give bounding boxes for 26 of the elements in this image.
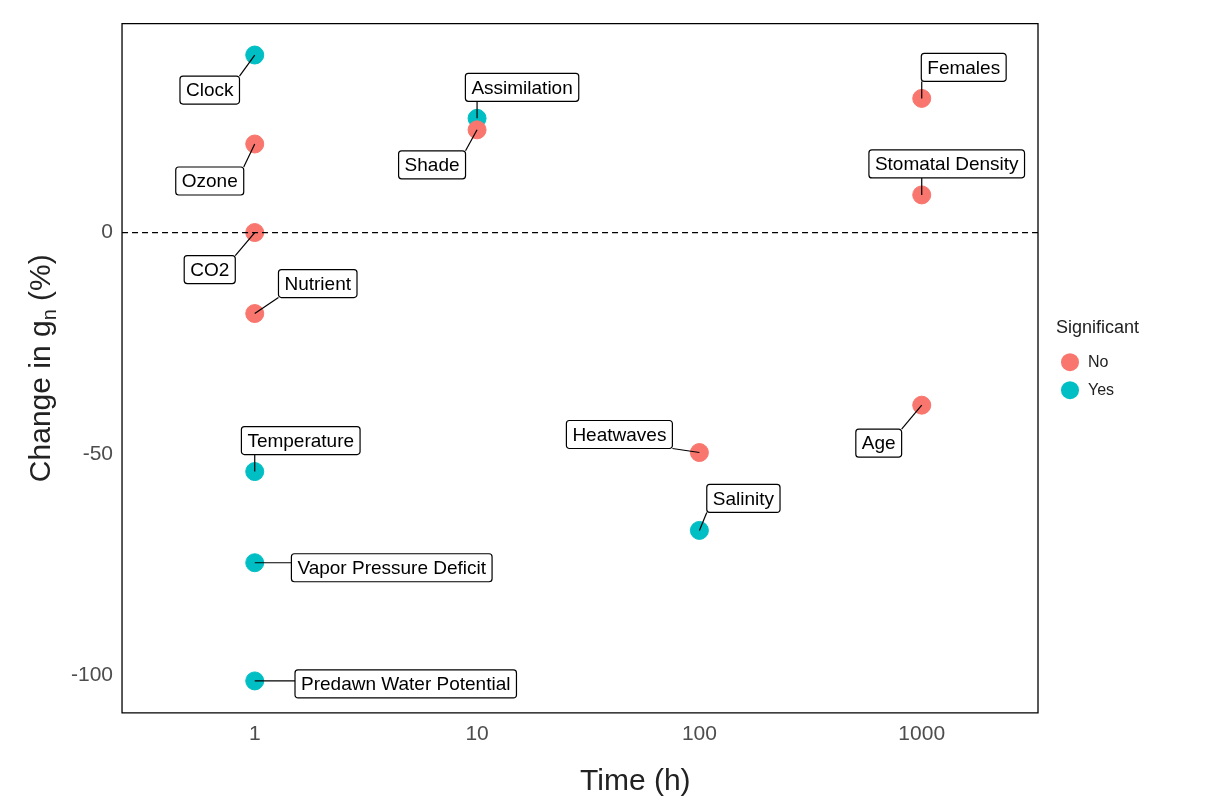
y-axis-title: Change in gn (%) bbox=[23, 254, 60, 483]
annotation: Shade bbox=[404, 154, 460, 176]
annotation: Nutrient bbox=[284, 272, 352, 294]
y-tick-label: -100 bbox=[71, 661, 114, 685]
annotation: Assimilation bbox=[471, 76, 573, 98]
x-tick-label: 1 bbox=[248, 721, 261, 745]
legend-label: No bbox=[1088, 352, 1109, 370]
legend-label: Yes bbox=[1088, 380, 1115, 398]
annotation: Age bbox=[861, 432, 896, 454]
annotation: Temperature bbox=[247, 429, 355, 451]
annotation: Ozone bbox=[181, 170, 238, 192]
x-axis-title: Time (h) bbox=[580, 763, 691, 796]
annotation: Heatwaves bbox=[572, 423, 667, 445]
x-tick-label: 10 bbox=[465, 721, 489, 745]
annotation: Stomatal Density bbox=[874, 153, 1020, 175]
annotation: Vapor Pressure Deficit bbox=[297, 556, 487, 578]
annotation: Predawn Water Potential bbox=[301, 673, 511, 695]
x-tick-label: 1000 bbox=[898, 721, 946, 745]
legend-title: Significant bbox=[1056, 317, 1140, 338]
annotation: Salinity bbox=[712, 487, 775, 509]
y-tick-label: -50 bbox=[82, 440, 114, 464]
annotation: CO2 bbox=[190, 258, 230, 280]
y-tick-label: 0 bbox=[101, 219, 114, 243]
annotation: Clock bbox=[185, 79, 234, 101]
x-tick-label: 100 bbox=[681, 721, 717, 745]
annotation: Females bbox=[927, 56, 1001, 78]
